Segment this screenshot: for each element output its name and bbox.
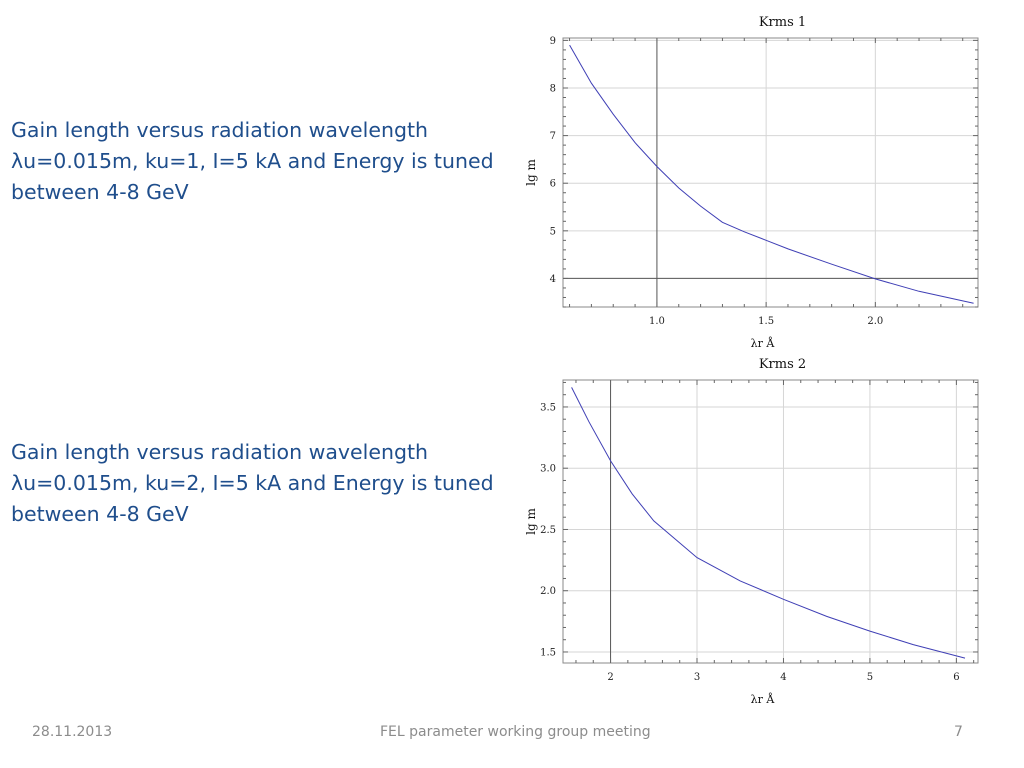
- plot-frame: [562, 379, 979, 664]
- y-tick-label: 5: [550, 226, 556, 237]
- x-tick-label: 5: [867, 672, 873, 683]
- y-tick-label: 7: [550, 131, 556, 142]
- y-tick-label: 9: [550, 36, 556, 47]
- chart-title: Krms 1: [759, 15, 806, 30]
- y-tick-label: 3.0: [540, 464, 556, 475]
- y-tick-label: 8: [550, 83, 556, 94]
- description-text-1: Gain length versus radiation wavelength …: [11, 115, 494, 208]
- description-text-2: Gain length versus radiation wavelength …: [11, 437, 494, 530]
- footer-date: 28.11.2013: [32, 724, 113, 740]
- y-axis-label: lg m: [524, 159, 538, 186]
- x-tick-label: 2: [607, 672, 613, 683]
- chart-title: Krms 2: [759, 357, 806, 372]
- footer-title: FEL parameter working group meeting: [380, 724, 651, 740]
- x-tick-label: 1.0: [649, 316, 665, 327]
- description-line: λu=0.015m, ku=1, I=5 kA and Energy is tu…: [11, 149, 494, 173]
- x-tick-label: 3: [694, 672, 700, 683]
- x-tick-label: 2.0: [867, 316, 883, 327]
- description-line: λu=0.015m, ku=2, I=5 kA and Energy is tu…: [11, 471, 494, 495]
- plot-frame: [562, 37, 979, 308]
- y-tick-label: 2.0: [540, 586, 556, 597]
- y-tick-label: 4: [550, 274, 556, 285]
- y-tick-label: 3.5: [540, 402, 556, 413]
- description-line: Gain length versus radiation wavelength: [11, 440, 429, 464]
- x-tick-label: 6: [953, 672, 959, 683]
- x-axis-label: λr Å: [751, 336, 776, 350]
- y-tick-label: 1.5: [540, 647, 556, 658]
- gain-length-curve: [571, 387, 966, 659]
- description-line: Gain length versus radiation wavelength: [11, 118, 429, 142]
- gain-length-curve: [569, 44, 974, 304]
- y-tick-label: 6: [550, 179, 556, 190]
- y-axis-label: lg m: [524, 508, 538, 535]
- x-tick-label: 4: [780, 672, 786, 683]
- description-line: between 4-8 GeV: [11, 180, 189, 204]
- x-tick-label: 1.5: [758, 316, 774, 327]
- footer-page-number: 7: [954, 724, 963, 740]
- description-line: between 4-8 GeV: [11, 502, 189, 526]
- x-axis-label: λr Å: [751, 692, 776, 706]
- y-tick-label: 2.5: [540, 525, 556, 536]
